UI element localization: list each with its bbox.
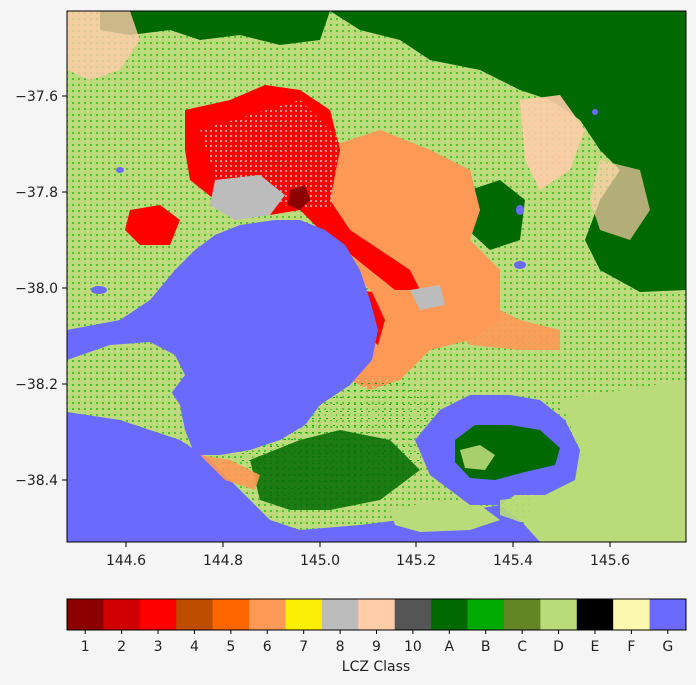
sand-dune-coast [200, 455, 260, 490]
x-tick-label: 145.2 [396, 553, 436, 569]
y-tick-label: −38.0 [15, 281, 58, 297]
colorbar-label-d: D [553, 639, 564, 655]
colorbar-swatch-d [540, 599, 578, 630]
lake-west [91, 286, 107, 294]
x-tick-label: 145.6 [590, 553, 630, 569]
french-island-open [460, 445, 495, 470]
colorbar-label-a: A [445, 639, 455, 655]
colorbar-label-5: 5 [226, 639, 235, 655]
colorbar-swatch-9 [358, 599, 396, 630]
pasture-northeast [590, 160, 650, 240]
colorbar-swatch-6 [249, 599, 286, 630]
south-east-lowplants [520, 380, 686, 542]
colorbar-label-4: 4 [190, 639, 199, 655]
colorbar-swatches [67, 599, 687, 630]
colorbar-label-3: 3 [154, 639, 163, 655]
colorbar-label-7: 7 [299, 639, 308, 655]
pasture-northwest [67, 11, 140, 80]
colorbar-swatch-e [576, 599, 614, 630]
x-tick-label: 145.4 [493, 553, 533, 569]
colorbar-frame [66, 598, 687, 631]
map-frame [66, 10, 687, 543]
bellarine-trees [67, 342, 185, 420]
y-tick-label: −38.2 [15, 377, 58, 393]
lake-northeast [516, 205, 524, 215]
colorbar-title: LCZ Class [342, 659, 410, 675]
colorbar-label-1: 1 [81, 639, 90, 655]
colorbar-swatch-4 [176, 599, 214, 630]
colorbar: 1 2 3 4 5 6 7 8 9 10 A B C D E F G LCZ Class [66, 598, 687, 675]
forest-south-ridge [250, 430, 420, 510]
colorbar-swatch-8 [321, 599, 359, 630]
colorbar-swatch-f [613, 599, 651, 630]
colorbar-swatch-2 [103, 599, 141, 630]
colorbar-label-6: 6 [263, 639, 272, 655]
colorbar-swatch-g [649, 599, 687, 630]
x-axis: 144.6 144.8 145.0 145.2 145.4 145.6 [106, 542, 630, 569]
forest-north [100, 11, 330, 45]
y-tick-label: −37.8 [15, 185, 58, 201]
colorbar-label-8: 8 [336, 639, 345, 655]
colorbar-label-2: 2 [117, 639, 126, 655]
mornington-south-land [390, 500, 500, 532]
x-tick-label: 144.8 [203, 553, 243, 569]
colorbar-swatch-a [431, 599, 469, 630]
port-phillip-bay [67, 220, 378, 455]
pasture-east [520, 95, 585, 190]
colorbar-labels: 1 2 3 4 5 6 7 8 9 10 A B C D E F G [81, 630, 673, 655]
colorbar-swatch-1 [67, 599, 104, 630]
map-area[interactable] [67, 11, 686, 542]
y-tick-label: −38.4 [15, 473, 58, 489]
y-tick-label: −37.6 [15, 89, 58, 105]
forest-east-patch [468, 180, 525, 250]
lake-northwest [116, 167, 124, 173]
colorbar-swatch-3 [139, 599, 177, 630]
colorbar-swatch-c [503, 599, 541, 630]
phillip-island [500, 495, 570, 522]
colorbar-label-9: 9 [372, 639, 381, 655]
colorbar-label-c: C [517, 639, 527, 655]
colorbar-swatch-5 [212, 599, 250, 630]
heavy-industry-west [210, 175, 285, 220]
forest-northeast [330, 11, 686, 292]
colorbar-swatch-b [467, 599, 505, 630]
urban-compact-west [125, 205, 180, 245]
lake-east [514, 261, 526, 269]
colorbar-label-b: B [481, 639, 491, 655]
colorbar-swatch-10 [394, 599, 432, 630]
bass-strait [67, 412, 540, 542]
colorbar-label-f: F [627, 639, 635, 655]
heavy-industry-southeast [410, 285, 445, 310]
x-tick-label: 145.0 [300, 553, 340, 569]
colorbar-label-g: G [662, 639, 673, 655]
colorbar-swatch-7 [285, 599, 323, 630]
x-tick-label: 144.6 [106, 553, 146, 569]
lake-north [592, 109, 598, 115]
colorbar-label-10: 10 [404, 639, 422, 655]
colorbar-label-e: E [591, 639, 600, 655]
urban-open-lowrise-south [430, 300, 560, 350]
y-axis: −37.6 −37.8 −38.0 −38.2 −38.4 [15, 89, 67, 489]
cbd-compact-highrise [288, 185, 310, 210]
